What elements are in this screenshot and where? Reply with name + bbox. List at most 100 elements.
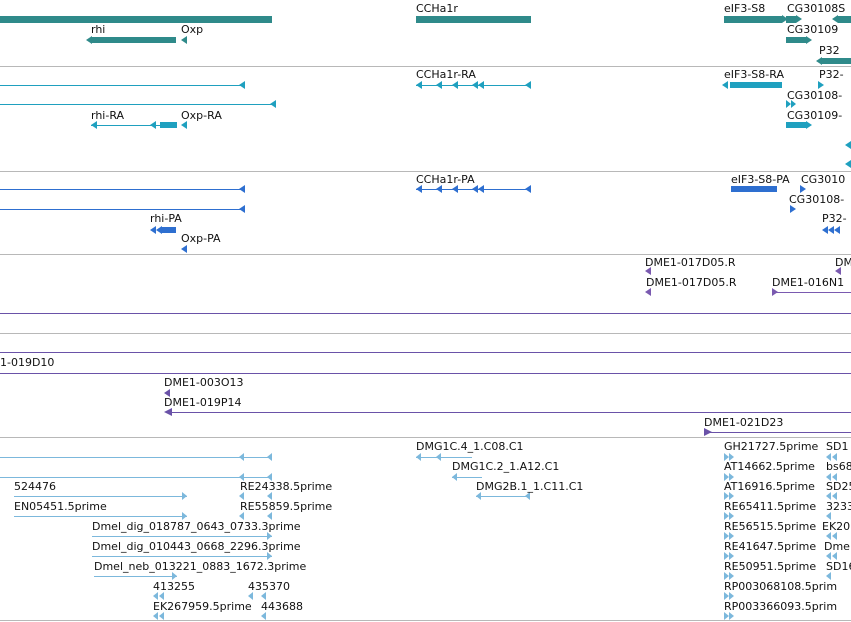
protein-line[interactable]	[0, 209, 243, 210]
est-label: DMG1C.4_1.C08.C1	[416, 440, 524, 453]
est-line[interactable]	[0, 477, 272, 478]
est-line[interactable]	[14, 516, 187, 517]
exon-arrow	[525, 185, 531, 193]
gene-cg30108s[interactable]	[786, 16, 796, 23]
gene-label: P32	[819, 44, 840, 57]
est-label: RE41647.5prime	[724, 540, 817, 553]
est-arrow	[826, 532, 831, 540]
clone-end-label: DME1-017D05.R	[646, 276, 737, 289]
gene-cg30108s-arrow	[796, 15, 802, 23]
exon-arrow	[525, 81, 531, 89]
est-arrow	[267, 473, 272, 481]
transcript-rhi-ra[interactable]	[91, 125, 177, 126]
clone-end-arrow	[772, 288, 778, 296]
est-arrow	[729, 473, 734, 481]
est-label: RE24338.5prime	[240, 480, 333, 493]
clone-end-label: DM	[835, 256, 851, 269]
clone-end-label: DME1-017D05.R	[645, 256, 736, 269]
est-label: bs68	[826, 460, 851, 473]
protein-eif3-s8-pa[interactable]	[731, 186, 777, 192]
est-arrow	[416, 453, 421, 461]
gene-eif3-s8[interactable]	[724, 16, 782, 23]
gene-cg30109-arrow	[806, 36, 812, 44]
clone-end-arrow	[835, 267, 841, 275]
est-arrow	[267, 512, 272, 520]
est-label: 3233	[826, 500, 851, 513]
exon-arrow	[806, 121, 812, 129]
est-arrow	[452, 473, 457, 481]
gene-cchalr[interactable]	[416, 16, 531, 23]
est-arrow	[826, 572, 831, 580]
track-separator	[0, 437, 851, 438]
est-line[interactable]	[92, 536, 272, 537]
est-arrow	[261, 612, 266, 620]
track-separator	[0, 171, 851, 172]
est-arrow	[267, 552, 272, 560]
est-label: SD1	[826, 440, 849, 453]
gene-label: rhi	[91, 23, 106, 36]
est-arrow	[724, 612, 729, 620]
gene-cg30109[interactable]	[786, 37, 806, 43]
protein-label: CG30108-	[789, 193, 845, 206]
est-label: EN05451.5prime	[14, 500, 107, 513]
est-label: RE56515.5prime	[724, 520, 817, 533]
gene-feature[interactable]	[0, 16, 272, 23]
exon-arrow	[845, 141, 851, 149]
clone-line[interactable]	[704, 432, 851, 433]
exon-arrow	[239, 205, 245, 213]
est-arrow	[182, 492, 187, 500]
gene-end-feature[interactable]	[838, 16, 851, 23]
est-arrow	[724, 552, 729, 560]
est-line[interactable]	[452, 477, 482, 478]
gene-label: eIF3-S8	[724, 2, 766, 15]
gene-p32[interactable]	[822, 58, 851, 64]
transcript-label: CCHa1r-RA	[416, 68, 476, 81]
exon-arrow	[91, 121, 97, 129]
est-arrow	[248, 592, 253, 600]
est-line[interactable]	[14, 496, 187, 497]
est-line[interactable]	[416, 457, 472, 458]
est-arrow	[239, 492, 244, 500]
transcript-label: Oxp-RA	[181, 109, 222, 122]
protein-rhi-pa[interactable]	[161, 227, 176, 233]
exon-arrow	[270, 100, 276, 108]
clone-label: DME1-003O13	[164, 376, 244, 389]
exon-arrow	[786, 100, 791, 108]
track-separator	[0, 333, 851, 334]
est-arrow	[159, 612, 164, 620]
transcript-line[interactable]	[0, 85, 242, 86]
transcript-label: P32-	[819, 68, 844, 81]
transcript-label: CG30108-	[787, 89, 843, 102]
est-arrow	[261, 592, 266, 600]
gene-label: CCHa1r	[416, 2, 458, 15]
est-label: Dmel_dig_010443_0668_2296.3prime	[92, 540, 301, 553]
est-line[interactable]	[0, 457, 272, 458]
track-separator	[0, 313, 851, 314]
est-arrow	[832, 532, 837, 540]
clone-line[interactable]	[166, 412, 851, 413]
clone-line[interactable]	[0, 373, 851, 374]
clone-line[interactable]	[0, 352, 851, 353]
est-arrow	[724, 473, 729, 481]
gene-rhi[interactable]	[92, 37, 176, 43]
exon-arrow	[845, 160, 851, 168]
est-line[interactable]	[94, 576, 177, 577]
gene-label: CG30109	[787, 23, 839, 36]
protein-label: P32-	[822, 212, 847, 225]
est-arrow	[729, 612, 734, 620]
exon	[160, 122, 177, 128]
protein-line[interactable]	[0, 189, 243, 190]
est-line[interactable]	[92, 556, 272, 557]
transcript-line[interactable]	[0, 104, 274, 105]
est-label: SD25	[826, 480, 851, 493]
exon-arrow	[834, 226, 840, 234]
est-line[interactable]	[476, 496, 530, 497]
transcript-cg30109-ra[interactable]	[786, 122, 806, 128]
est-label: RE55859.5prime	[240, 500, 333, 513]
est-arrow	[729, 453, 734, 461]
gene-label: CG30108S	[787, 2, 846, 15]
clone-end-line[interactable]	[772, 292, 851, 293]
est-arrow	[729, 532, 734, 540]
clone-label: DME1-021D23	[704, 416, 784, 429]
transcript-eif3-s8-ra[interactable]	[730, 82, 782, 88]
